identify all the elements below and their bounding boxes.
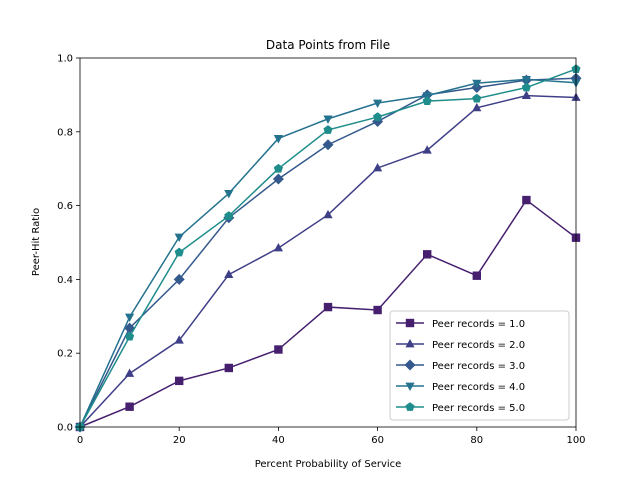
- y-tick-label: 1.0: [57, 54, 73, 65]
- legend-label: Peer records = 1.0: [432, 319, 525, 330]
- x-tick-label: 100: [566, 435, 585, 446]
- series-4: [75, 76, 581, 432]
- data-point: [423, 250, 432, 259]
- legend-marker: [405, 382, 415, 391]
- data-point: [373, 305, 382, 315]
- y-axis-label: Peer-Hit Ratio: [31, 208, 42, 276]
- data-point: [274, 345, 283, 354]
- x-tick-label: 40: [272, 435, 285, 446]
- data-point: [175, 376, 184, 386]
- data-point: [521, 90, 531, 100]
- data-point: [224, 211, 234, 220]
- legend-entry-3: Peer records = 3.0: [396, 359, 525, 372]
- data-point: [472, 102, 482, 112]
- chart-title: Data Points from File: [266, 38, 390, 52]
- x-tick-label: 80: [470, 435, 483, 446]
- legend-marker: [405, 402, 415, 411]
- axes-frame: [79, 57, 577, 428]
- data-point: [323, 302, 333, 312]
- data-point: [522, 195, 531, 205]
- data-point: [273, 163, 283, 173]
- legend-label: Peer records = 5.0: [432, 403, 525, 414]
- legend-entry-1: Peer records = 1.0: [396, 318, 525, 330]
- legend-box: [389, 310, 570, 421]
- axes: 0 20 40 60 80 100 0.0 0.2 0.4 0.6 0.8 1.0: [57, 54, 585, 447]
- legend-marker: [404, 359, 416, 371]
- data-point: [174, 247, 184, 257]
- data-point: [422, 96, 432, 106]
- data-point: [174, 335, 184, 344]
- series-5: [75, 64, 581, 431]
- legend-marker: [405, 339, 415, 348]
- legend-marker: [405, 318, 415, 328]
- data-point: [373, 162, 383, 172]
- y-tick-label: 0.4: [57, 275, 73, 286]
- y-tick-label: 0.8: [57, 127, 73, 138]
- data-point: [273, 135, 283, 144]
- data-point: [125, 368, 135, 377]
- data-point: [323, 115, 333, 124]
- legend-label: Peer records = 3.0: [432, 361, 525, 372]
- x-tick-label: 20: [173, 435, 186, 446]
- legend-entry-4: Peer records = 4.0: [396, 382, 525, 393]
- data-point: [173, 273, 185, 285]
- data-point: [224, 269, 234, 279]
- data-point: [125, 313, 135, 323]
- legend-label: Peer records = 2.0: [432, 340, 525, 351]
- data-point: [373, 99, 383, 109]
- data-point: [322, 139, 334, 151]
- data-point: [125, 331, 135, 341]
- data-point: [174, 233, 184, 242]
- data-point: [521, 82, 531, 92]
- data-point: [224, 363, 233, 373]
- data-point: [472, 271, 481, 280]
- legend-entry-2: Peer records = 2.0: [396, 339, 525, 351]
- data-point: [422, 145, 432, 154]
- data-point: [472, 79, 482, 89]
- data-point: [272, 173, 284, 185]
- data-point: [373, 112, 383, 121]
- data-point: [125, 402, 134, 411]
- legend: Peer records = 1.0 Peer records = 2.0 Peer…: [389, 310, 570, 421]
- y-tick-label: 0.6: [57, 201, 73, 212]
- y-tick-label: 0.0: [57, 423, 73, 434]
- x-axis-label: Percent Probability of Service: [255, 459, 402, 470]
- series-2: [75, 90, 581, 431]
- y-tick-label: 0.2: [57, 349, 73, 360]
- data-point: [323, 209, 333, 219]
- data-point: [472, 93, 482, 103]
- legend-label: Peer records = 4.0: [432, 382, 525, 393]
- plot-area: [74, 64, 582, 433]
- x-tick-label: 60: [371, 435, 384, 446]
- data-point: [323, 125, 333, 134]
- data-point: [224, 190, 234, 199]
- x-tick-label: 0: [77, 435, 83, 446]
- data-point: [521, 76, 531, 85]
- data-point: [273, 243, 283, 252]
- legend-entry-5: Peer records = 5.0: [396, 402, 525, 414]
